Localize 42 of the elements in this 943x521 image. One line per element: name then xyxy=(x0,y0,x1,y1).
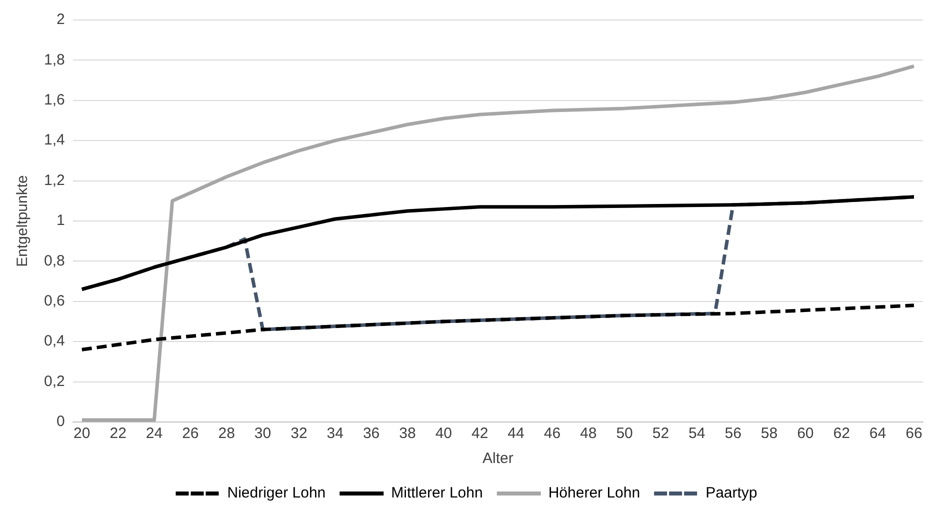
x-tick-label: 62 xyxy=(833,425,850,442)
y-tick-label: 1,4 xyxy=(44,132,65,149)
y-tick-label: 0,8 xyxy=(44,252,65,270)
x-tick-label: 48 xyxy=(580,425,597,442)
x-tick-label: 40 xyxy=(435,425,452,442)
x-tick-label: 66 xyxy=(906,425,922,442)
x-tick-label: 24 xyxy=(146,425,163,442)
x-tick-label: 32 xyxy=(290,425,308,442)
x-tick-label: 58 xyxy=(760,425,778,442)
x-tick-label: 34 xyxy=(326,425,344,442)
x-tick-label: 54 xyxy=(688,425,706,442)
y-tick-label: 1,2 xyxy=(44,172,65,189)
y-tick-label: 1 xyxy=(56,212,65,230)
x-tick-label: 42 xyxy=(471,425,488,442)
x-tick-label: 22 xyxy=(110,425,126,442)
x-tick-label: 60 xyxy=(797,425,814,442)
x-tick-label: 46 xyxy=(544,425,561,442)
x-tick-label: 26 xyxy=(182,425,199,442)
x-axis-title: Alter xyxy=(482,450,514,468)
legend-label: Mittlerer Lohn xyxy=(391,484,483,502)
y-tick-label: 0,4 xyxy=(44,332,65,350)
x-tick-label: 44 xyxy=(508,425,524,442)
x-tick-label: 38 xyxy=(399,425,416,442)
legend-label: Niedriger Lohn xyxy=(227,484,326,502)
legend-label: Höherer Lohn xyxy=(548,484,640,502)
x-tick-label: 56 xyxy=(724,425,742,442)
x-tick-label: 50 xyxy=(616,425,633,442)
y-tick-label: 2 xyxy=(56,11,65,28)
y-tick-label: 1,6 xyxy=(44,92,65,109)
x-tick-label: 28 xyxy=(218,425,235,442)
y-tick-label: 0,2 xyxy=(44,372,65,390)
y-axis-title: Entgeltpunkte xyxy=(14,175,32,267)
x-tick-label: 64 xyxy=(869,425,886,442)
y-tick-label: 1,8 xyxy=(44,51,65,68)
x-tick-label: 30 xyxy=(254,425,272,442)
y-tick-label: 0,6 xyxy=(44,292,65,310)
x-tick-label: 52 xyxy=(652,425,670,442)
line-series xyxy=(80,304,916,352)
x-tick-label: 36 xyxy=(362,425,380,442)
y-tick-label: 0 xyxy=(56,413,65,430)
legend-label: Paartyp xyxy=(706,484,758,502)
x-tick-label: 20 xyxy=(74,425,90,442)
